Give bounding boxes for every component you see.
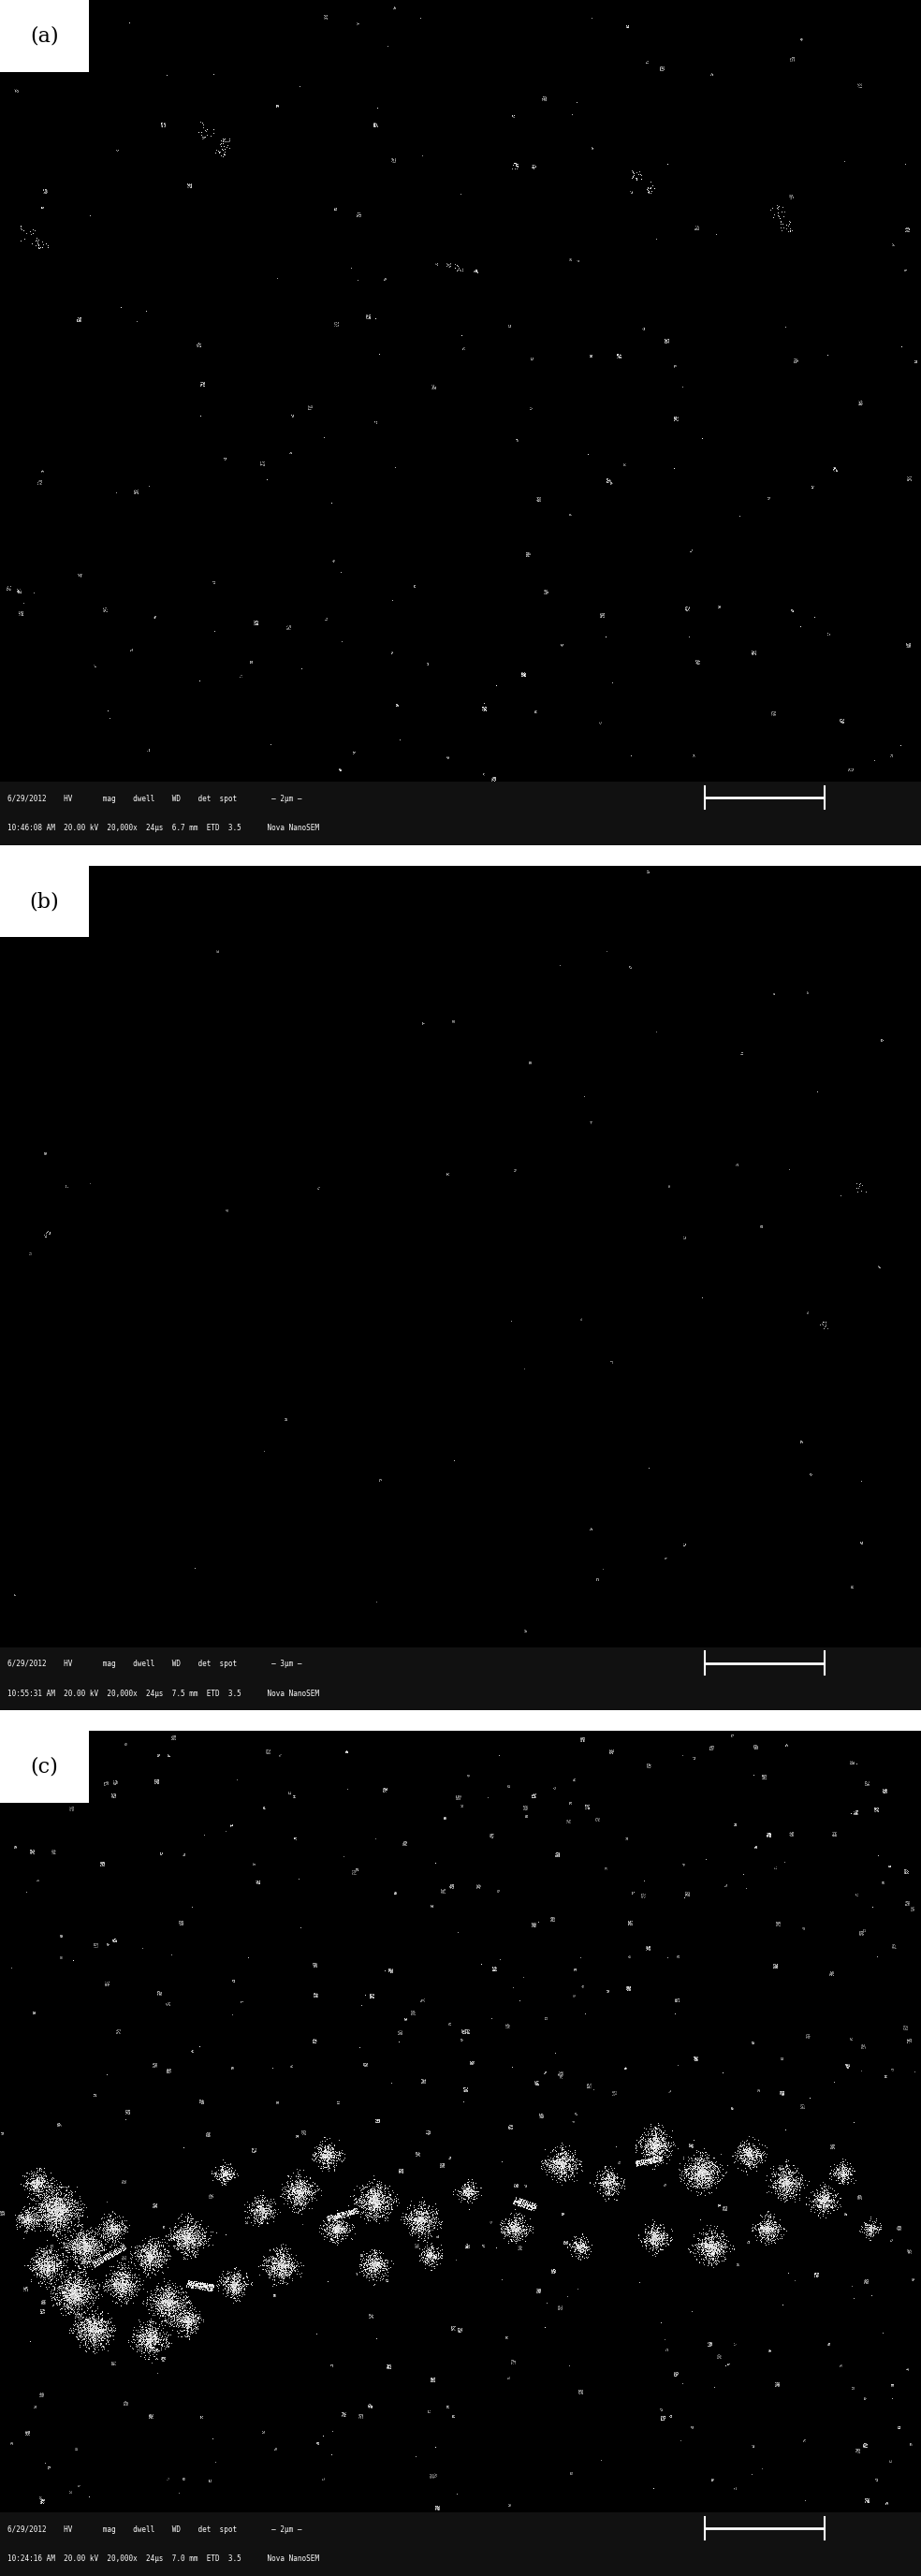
Text: 6/29/2012    HV       mag    dwell    WD    det  spot        — 2μm —: 6/29/2012 HV mag dwell WD det spot — 2μm… <box>7 793 302 804</box>
Text: (c): (c) <box>30 1757 58 1777</box>
Text: (a): (a) <box>30 26 59 46</box>
Text: 10:46:08 AM  20.00 kV  20,000x  24μs  6.7 mm  ETD  3.5      Nova NanoSEM: 10:46:08 AM 20.00 kV 20,000x 24μs 6.7 mm… <box>7 824 320 832</box>
Bar <box>0 0 89 72</box>
Text: 10:55:31 AM  20.00 kV  20,000x  24μs  7.5 mm  ETD  3.5      Nova NanoSEM: 10:55:31 AM 20.00 kV 20,000x 24μs 7.5 mm… <box>7 1690 320 1698</box>
Bar <box>0 1646 921 1710</box>
Bar <box>0 781 921 845</box>
Text: (b): (b) <box>29 891 59 912</box>
Text: 6/29/2012    HV       mag    dwell    WD    det  spot        — 2μm —: 6/29/2012 HV mag dwell WD det spot — 2μm… <box>7 2524 302 2535</box>
Text: 10:24:16 AM  20.00 kV  20,000x  24μs  7.0 mm  ETD  3.5      Nova NanoSEM: 10:24:16 AM 20.00 kV 20,000x 24μs 7.0 mm… <box>7 2555 320 2563</box>
Bar <box>0 2512 921 2576</box>
Bar <box>0 866 89 938</box>
Bar <box>0 1731 89 1803</box>
Text: 6/29/2012    HV       mag    dwell    WD    det  spot        — 3μm —: 6/29/2012 HV mag dwell WD det spot — 3μm… <box>7 1659 302 1669</box>
